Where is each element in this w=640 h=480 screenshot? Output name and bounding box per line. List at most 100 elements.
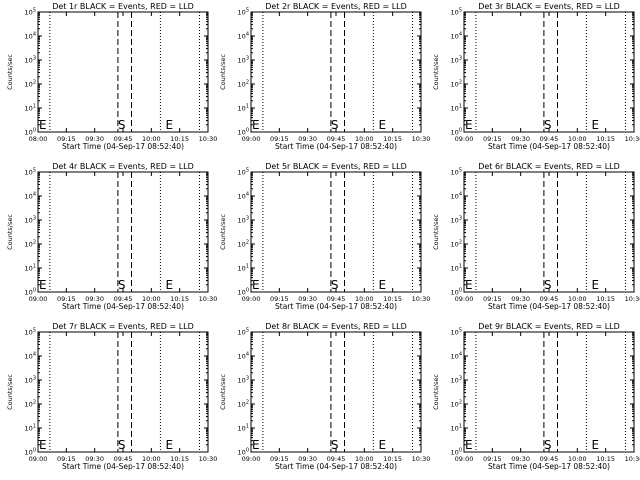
x-tick-label: 10:00 xyxy=(568,295,587,303)
y-tick-label: 105 xyxy=(238,8,249,17)
plot-frame xyxy=(37,171,209,293)
x-tick-label: 09:30 xyxy=(298,455,317,463)
y-tick-label: 104 xyxy=(238,32,249,41)
x-tick-label: 09:00 xyxy=(29,455,48,463)
y-tick-label: 102 xyxy=(451,400,462,409)
panel-det-1: Det 1r BLACK = Events, RED = LLD 100 101 10… xyxy=(6,2,217,151)
plot-frame xyxy=(250,171,422,293)
x-tick-label: 09:00 xyxy=(242,135,261,143)
x-tick-label: 10:00 xyxy=(142,295,161,303)
y-tick-label: 103 xyxy=(25,376,36,385)
x-tick-label: 09:45 xyxy=(327,135,346,143)
x-tick-label: 09:15 xyxy=(483,135,502,143)
x-tick-label: 09:30 xyxy=(511,135,530,143)
marker-s: S xyxy=(331,278,339,292)
plot-frame xyxy=(250,11,422,133)
panel-title: Det 8r BLACK = Events, RED = LLD xyxy=(265,322,407,331)
x-tick-label: 10:30 xyxy=(412,455,431,463)
marker-e: E xyxy=(465,278,473,292)
x-tick-label: 10:30 xyxy=(625,135,640,143)
marker-e: E xyxy=(39,118,47,132)
x-tick-label: 10:15 xyxy=(383,295,402,303)
marker-s: S xyxy=(118,278,126,292)
x-tick-label: 09:00 xyxy=(242,455,261,463)
y-tick-label: 105 xyxy=(238,328,249,337)
panel-det-5: Det 5r BLACK = Events, RED = LLD 100 101 10… xyxy=(219,162,430,311)
y-tick-label: 105 xyxy=(451,8,462,17)
y-tick-label: 105 xyxy=(238,168,249,177)
x-tick-label: 10:00 xyxy=(568,455,587,463)
x-tick-label: 10:00 xyxy=(568,135,587,143)
y-tick-label: 100 xyxy=(25,128,36,137)
x-tick-label: 09:15 xyxy=(270,135,289,143)
panel-det-2: Det 2r BLACK = Events, RED = LLD 100 101 10… xyxy=(219,2,430,151)
x-tick-label: 10:30 xyxy=(625,455,640,463)
y-tick-label: 101 xyxy=(25,424,36,433)
y-tick-label: 104 xyxy=(25,192,36,201)
y-axis-label: Counts/sec xyxy=(6,54,14,90)
panel-title: Det 7r BLACK = Events, RED = LLD xyxy=(52,322,194,331)
x-tick-label: 09:15 xyxy=(270,295,289,303)
x-tick-label: 10:30 xyxy=(199,135,218,143)
y-tick-label: 105 xyxy=(25,168,36,177)
x-tick-label: 09:45 xyxy=(114,135,133,143)
y-tick-label: 101 xyxy=(25,264,36,273)
marker-s: S xyxy=(118,118,126,132)
y-tick-label: 100 xyxy=(238,288,249,297)
y-tick-label: 101 xyxy=(451,264,462,273)
marker-e: E xyxy=(465,438,473,452)
marker-e: E xyxy=(166,118,174,132)
y-tick-label: 100 xyxy=(451,448,462,457)
marker-e: E xyxy=(39,438,47,452)
x-tick-label: 09:45 xyxy=(327,455,346,463)
panel-det-6: Det 6r BLACK = Events, RED = LLD 100 101 10… xyxy=(432,162,640,311)
x-axis-label: Start Time (04-Sep-17 08:52:40) xyxy=(62,462,184,471)
x-tick-label: 09:30 xyxy=(298,295,317,303)
y-tick-label: 102 xyxy=(25,80,36,89)
panel-title: Det 6r BLACK = Events, RED = LLD xyxy=(478,162,620,171)
x-axis-label: Start Time (04-Sep-17 08:52:40) xyxy=(275,302,397,311)
x-tick-label: 09:15 xyxy=(483,295,502,303)
plot-frame xyxy=(37,11,209,133)
x-tick-label: 10:30 xyxy=(199,295,218,303)
y-axis-label: Counts/sec xyxy=(219,214,227,250)
x-tick-label: 10:30 xyxy=(199,455,218,463)
marker-s: S xyxy=(331,438,339,452)
x-tick-label: 10:30 xyxy=(412,135,431,143)
marker-e: E xyxy=(379,438,387,452)
y-tick-label: 104 xyxy=(25,32,36,41)
marker-e: E xyxy=(252,438,260,452)
y-tick-label: 103 xyxy=(451,376,462,385)
y-tick-label: 104 xyxy=(238,352,249,361)
marker-e: E xyxy=(252,118,260,132)
panel-det-4: Det 4r BLACK = Events, RED = LLD 100 101 10… xyxy=(6,162,217,311)
y-tick-label: 100 xyxy=(238,448,249,457)
x-axis-label: Start Time (04-Sep-17 08:52:40) xyxy=(62,142,184,151)
y-axis-label: Counts/sec xyxy=(6,214,14,250)
y-tick-label: 104 xyxy=(25,352,36,361)
x-tick-label: 09:45 xyxy=(540,295,559,303)
x-tick-label: 09:30 xyxy=(298,135,317,143)
x-axis-label: Start Time (04-Sep-17 08:52:40) xyxy=(275,142,397,151)
panel-det-9: Det 9r BLACK = Events, RED = LLD 100 101 10… xyxy=(432,322,640,471)
x-tick-label: 10:15 xyxy=(383,135,402,143)
y-tick-label: 102 xyxy=(238,80,249,89)
panel-det-8: Det 8r BLACK = Events, RED = LLD 100 101 10… xyxy=(219,322,430,471)
marker-e: E xyxy=(39,278,47,292)
marker-e: E xyxy=(379,278,387,292)
y-tick-label: 101 xyxy=(451,424,462,433)
marker-e: E xyxy=(465,118,473,132)
y-tick-label: 103 xyxy=(451,216,462,225)
marker-s: S xyxy=(331,118,339,132)
x-tick-label: 10:00 xyxy=(355,135,374,143)
x-tick-label: 09:15 xyxy=(57,455,76,463)
y-tick-label: 104 xyxy=(451,192,462,201)
x-tick-label: 09:00 xyxy=(455,295,474,303)
y-axis-label: Counts/sec xyxy=(6,374,14,410)
plot-frame xyxy=(463,171,635,293)
x-tick-label: 09:30 xyxy=(85,455,104,463)
y-tick-label: 101 xyxy=(25,104,36,113)
x-tick-label: 10:30 xyxy=(625,295,640,303)
marker-e: E xyxy=(379,118,387,132)
y-tick-label: 102 xyxy=(25,240,36,249)
